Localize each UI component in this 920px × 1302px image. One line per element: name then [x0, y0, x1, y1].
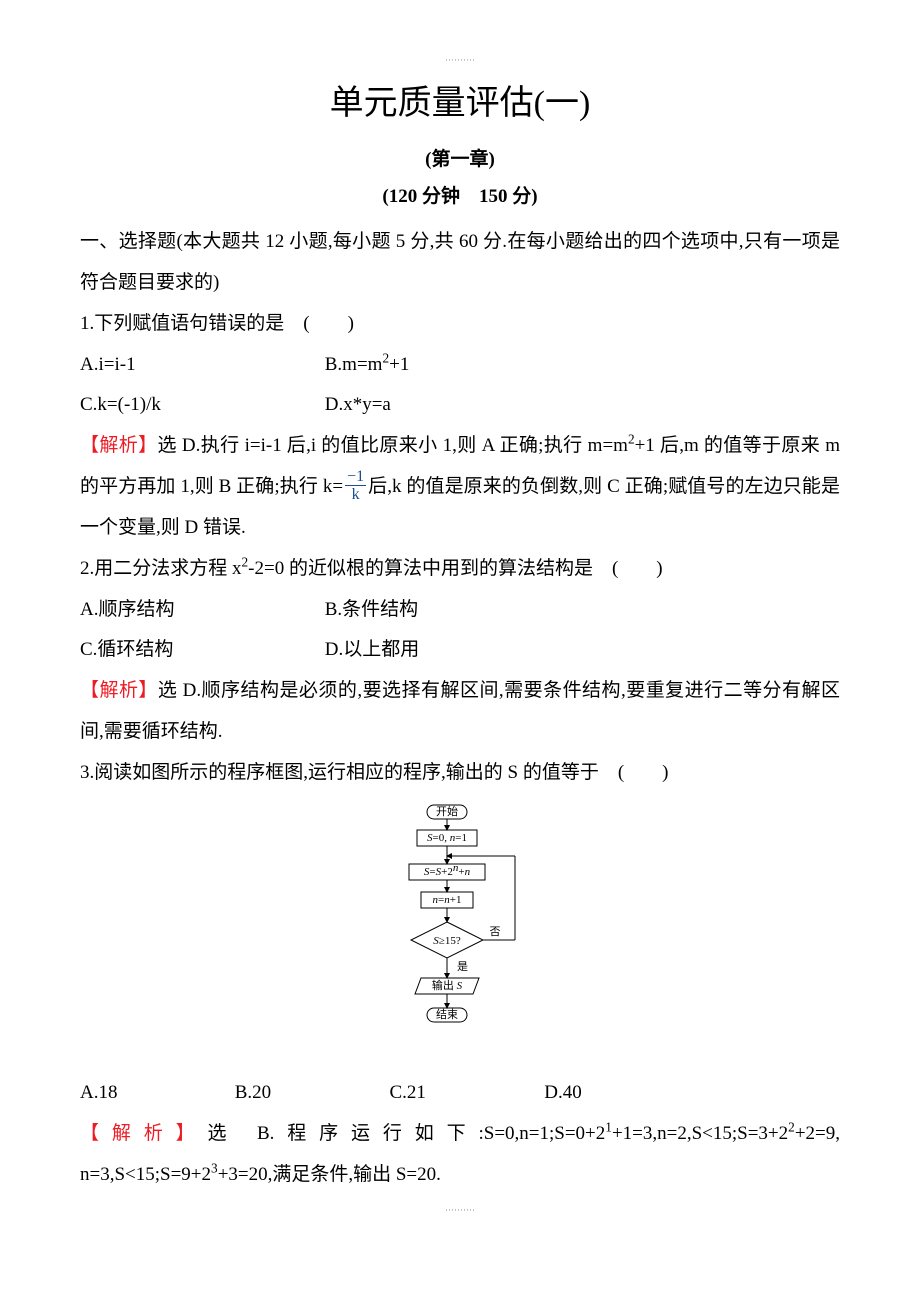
flowchart-svg: 开始 S=0, n=1 S=S+2n+n n=n+1 S≥15? 否 是 输出 …: [385, 802, 535, 1060]
q1-options-row1: A.i=i-1 B.m=m2+1: [80, 345, 840, 386]
q2-optA: A.顺序结构: [80, 590, 320, 631]
fc-yes: 是: [457, 960, 468, 973]
q2-options-row1: A.顺序结构 B.条件结构: [80, 590, 840, 631]
q1-stem: 1.下列赋值语句错误的是 ( ): [80, 304, 840, 345]
q1-optD: D.x*y=a: [325, 385, 391, 426]
timing-info: (120 分钟 150 分): [80, 181, 840, 208]
page-title: 单元质量评估(一): [80, 75, 840, 124]
q2-optB: B.条件结构: [325, 590, 418, 631]
footer-dots: ··········: [80, 1205, 840, 1215]
fc-start: 开始: [436, 804, 458, 818]
fc-no: 否: [490, 926, 501, 938]
q3-stem: 3.阅读如图所示的程序框图,运行相应的程序,输出的 S 的值等于 ( ): [80, 753, 840, 794]
q1-options-row2: C.k=(-1)/k D.x*y=a: [80, 385, 840, 426]
fraction-icon: −1k: [345, 468, 366, 504]
q1-optB: B.m=m2+1: [325, 345, 410, 386]
q2-stem: 2.用二分法求方程 x2-2=0 的近似根的算法中用到的算法结构是 ( ): [80, 549, 840, 590]
q1-optC: C.k=(-1)/k: [80, 385, 320, 426]
q1-analysis: 【解析】选 D.执行 i=i-1 后,i 的值比原来小 1,则 A 正确;执行 …: [80, 426, 840, 549]
analysis-label: 【解析】: [80, 435, 157, 456]
fc-end: 结束: [436, 1008, 458, 1021]
q3-optB: B.20: [235, 1073, 385, 1114]
fc-cond: S≥15?: [433, 935, 461, 947]
q3-optA: A.18: [80, 1073, 230, 1114]
q2-optD: D.以上都用: [325, 630, 419, 671]
analysis-label: 【解析】: [80, 680, 158, 701]
q2-optC: C.循环结构: [80, 630, 320, 671]
analysis-label: 【解析】: [80, 1123, 207, 1144]
flowchart-diagram: 开始 S=0, n=1 S=S+2n+n n=n+1 S≥15? 否 是 输出 …: [80, 802, 840, 1065]
q1-optA: A.i=i-1: [80, 345, 320, 386]
fc-init: S=0, n=1: [427, 832, 467, 844]
chapter-subtitle: (第一章): [80, 144, 840, 171]
q3-options: A.18 B.20 C.21 D.40: [80, 1073, 840, 1114]
q3-optC: C.21: [390, 1073, 540, 1114]
q3-analysis: 【解析】选 B.程序运行如下:S=0,n=1;S=0+21+1=3,n=2,S<…: [80, 1114, 840, 1196]
q2-options-row2: C.循环结构 D.以上都用: [80, 630, 840, 671]
section1-header: 一、选择题(本大题共 12 小题,每小题 5 分,共 60 分.在每小题给出的四…: [80, 222, 840, 304]
header-dots: ··········: [80, 55, 840, 65]
q2-analysis: 【解析】选 D.顺序结构是必须的,要选择有解区间,需要条件结构,要重复进行二等分…: [80, 671, 840, 753]
q3-optD: D.40: [544, 1073, 694, 1114]
fc-step2: n=n+1: [433, 894, 462, 906]
fc-output: 输出 S: [432, 978, 463, 992]
